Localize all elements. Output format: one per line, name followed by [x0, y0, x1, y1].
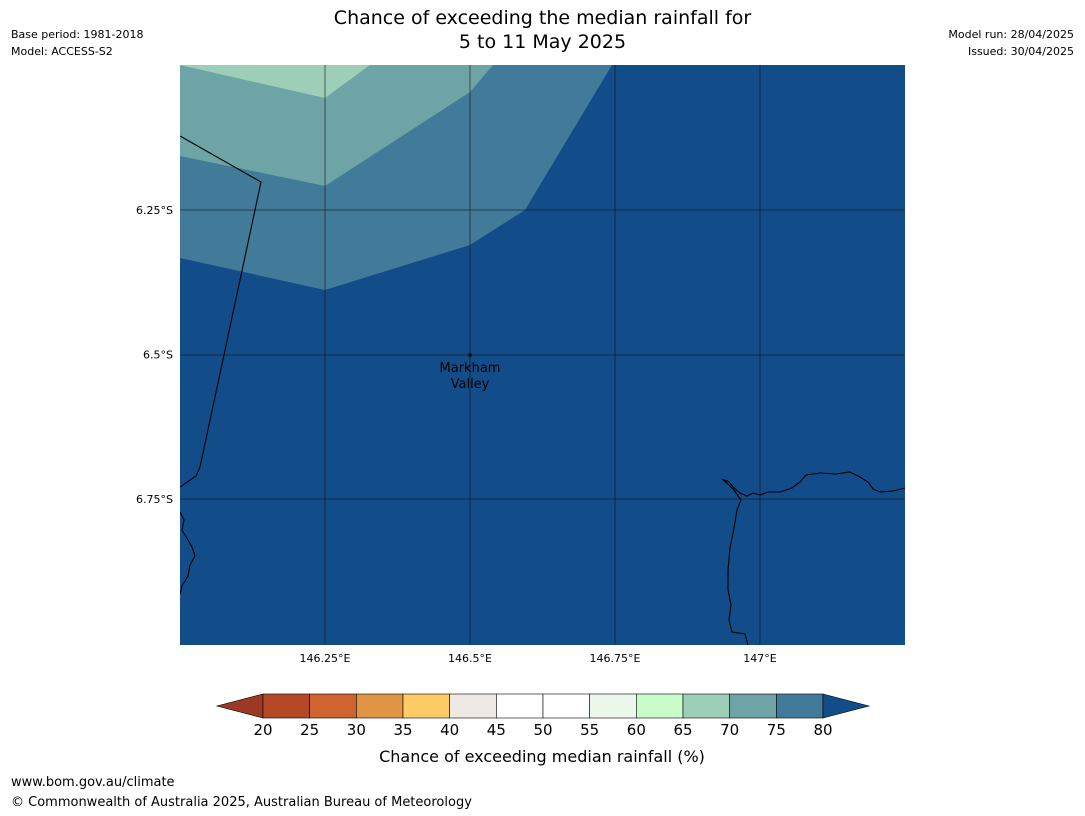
footer-copyright: © Commonwealth of Australia 2025, Austra…	[11, 795, 472, 810]
colorbar-bin-65-70	[682, 693, 730, 719]
colorbar-tick-40: 40	[440, 721, 459, 739]
map-metadata-right: Model run: 28/04/2025 Issued: 30/04/2025	[948, 26, 1074, 60]
base-period-text: Base period: 1981-2018	[11, 28, 144, 41]
graticule	[180, 65, 905, 645]
colorbar-tick-65: 65	[673, 721, 692, 739]
longitude-labels: 146.25°E 146.5°E 146.75°E 147°E	[300, 652, 777, 665]
map-area: Markham Valley	[180, 65, 905, 645]
place-label-line-1: Markham	[440, 361, 501, 376]
contour-fill-65-70	[180, 65, 370, 98]
model-text: Model: ACCESS-S2	[11, 45, 113, 58]
colorbar-tick-60: 60	[627, 721, 646, 739]
colorbar-tick-75: 75	[767, 721, 786, 739]
issued-text: Issued: 30/04/2025	[967, 45, 1074, 58]
colorbar-tick-30: 30	[347, 721, 366, 739]
title-line-1: Chance of exceeding the median rainfall …	[333, 7, 752, 29]
coastline-east	[721, 471, 905, 645]
colorbar-tick-45: 45	[487, 721, 506, 739]
lon-label-3: 147°E	[743, 652, 776, 665]
colorbar-bin-20-25	[262, 693, 310, 719]
coastline-west	[180, 511, 196, 595]
colorbar-tick-20: 20	[253, 721, 272, 739]
lat-label-2: 6.75°S	[136, 493, 173, 506]
colorbar-tick-55: 55	[580, 721, 599, 739]
markham-valley-marker	[468, 353, 472, 357]
colorbar-label: Chance of exceeding median rainfall (%)	[379, 747, 705, 766]
map-title: Chance of exceeding the median rainfall …	[0, 6, 1085, 54]
province-boundary	[180, 135, 262, 488]
colorbar-tick-50: 50	[533, 721, 552, 739]
lat-label-0: 6.25°S	[136, 204, 173, 217]
colorbar-bin-50-55	[542, 693, 590, 719]
lon-label-2: 146.75°E	[590, 652, 641, 665]
contour-fill-70-75	[180, 65, 493, 186]
colorbar-bin-40-45	[449, 693, 497, 719]
colorbar-tick-25: 25	[300, 721, 319, 739]
lon-label-1: 146.5°E	[448, 652, 492, 665]
title-line-2: 5 to 11 May 2025	[458, 31, 627, 53]
colorbar-bin-25-30	[309, 693, 357, 719]
colorbar-bin-55-60	[589, 693, 637, 719]
colorbar-bin-60-65	[636, 693, 684, 719]
colorbar-tick-80: 80	[813, 721, 832, 739]
footer-url: www.bom.gov.au/climate	[11, 775, 175, 790]
colorbar-bin-45-50	[496, 693, 544, 719]
map-metadata-left: Base period: 1981-2018 Model: ACCESS-S2	[11, 26, 143, 60]
latitude-labels: 6.25°S 6.5°S 6.75°S	[136, 204, 173, 506]
colorbar-bin-35-40	[402, 693, 450, 719]
colorbar-bin-30-35	[356, 693, 404, 719]
colorbar-tick-70: 70	[720, 721, 739, 739]
colorbar-bin-75-80	[776, 693, 824, 719]
map-figure: Markham Valley 6.25°S 6.5°S 6.75°S 146.25°…	[136, 65, 905, 766]
colorbar-bin-70-75	[729, 693, 777, 719]
lon-label-0: 146.25°E	[300, 652, 351, 665]
colorbar: 20 25 30 35 40 45 50 55 60 65 70 75 80	[215, 693, 871, 739]
lat-label-1: 6.5°S	[143, 349, 173, 362]
colorbar-extend-high	[822, 693, 871, 719]
place-label-line-2: Valley	[451, 377, 490, 392]
colorbar-extend-low	[215, 693, 264, 719]
colorbar-tick-35: 35	[393, 721, 412, 739]
model-run-text: Model run: 28/04/2025	[948, 28, 1074, 41]
